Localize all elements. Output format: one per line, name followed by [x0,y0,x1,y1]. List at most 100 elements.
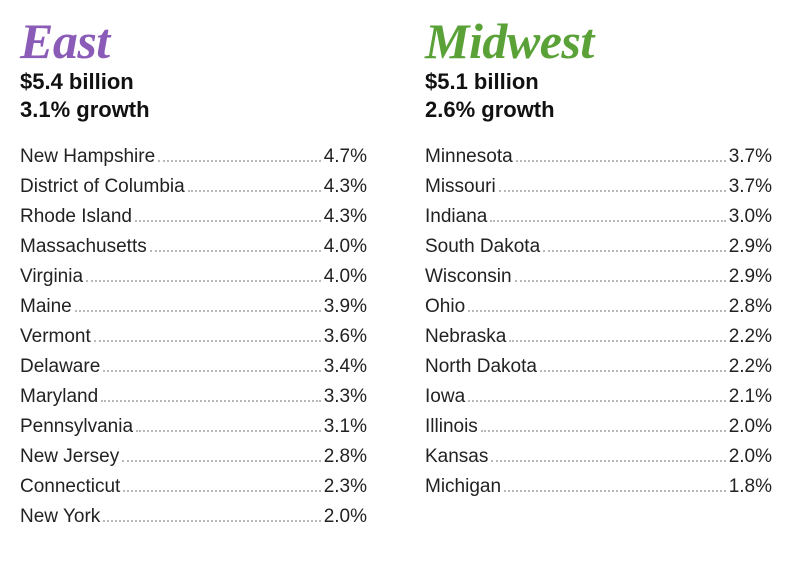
pct-value: 2.2% [729,357,772,376]
region-growth-east: 3.1% growth [20,96,367,124]
regions-container: East $5.4 billion 3.1% growth New Hampsh… [20,16,772,531]
table-row: Ohio 2.8% [425,291,772,321]
state-label: Maryland [20,387,98,406]
dot-leader [103,520,320,522]
dot-leader [103,370,320,372]
table-row: Kansas2.0% [425,441,772,471]
region-growth-midwest: 2.6% growth [425,96,772,124]
dot-leader [75,310,321,312]
pct-value: 2.1% [729,387,772,406]
region-midwest: Midwest $5.1 billion 2.6% growth Minneso… [425,16,772,531]
state-label: Iowa [425,387,465,406]
pct-value: 3.7% [729,147,772,166]
pct-value: 4.7% [324,147,367,166]
region-rows-midwest: Minnesota 3.7% Missouri 3.7% Indiana 3.0% Sout… [425,141,772,501]
table-row: Maine 3.9% [20,291,367,321]
pct-value: 2.2% [729,327,772,346]
state-label: Virginia [20,267,83,286]
pct-value: 3.3% [324,387,367,406]
region-title-midwest: Midwest [425,16,772,66]
table-row: Minnesota 3.7% [425,141,772,171]
table-row: Michigan 1.8% [425,471,772,501]
state-label: Illinois [425,417,478,436]
state-label: New York [20,507,100,526]
pct-value: 3.0% [729,207,772,226]
table-row: Missouri 3.7% [425,171,772,201]
dot-leader [135,220,321,222]
table-row: Pennsylvania 3.1% [20,411,367,441]
state-label: North Dakota [425,357,537,376]
state-label: Indiana [425,207,487,226]
table-row: Connecticut 2.3% [20,471,367,501]
state-label: District of Columbia [20,177,185,196]
dot-leader [515,280,726,282]
pct-value: 2.0% [729,417,772,436]
pct-value: 3.9% [324,297,367,316]
region-east: East $5.4 billion 3.1% growth New Hampsh… [20,16,367,531]
table-row: Maryland 3.3% [20,381,367,411]
pct-value: 3.7% [729,177,772,196]
table-row: Iowa 2.1% [425,381,772,411]
pct-value: 3.4% [324,357,367,376]
pct-value: 2.3% [324,477,367,496]
dot-leader [188,190,321,192]
table-row: Rhode Island 4.3% [20,201,367,231]
table-row: North Dakota 2.2% [425,351,772,381]
state-label: Massachusetts [20,237,147,256]
dot-leader [481,430,726,432]
pct-value: 2.8% [324,447,367,466]
pct-value: 4.3% [324,207,367,226]
state-label: Rhode Island [20,207,132,226]
table-row: South Dakota 2.9% [425,231,772,261]
state-label: Michigan [425,477,501,496]
dot-leader [499,190,726,192]
dot-leader [136,430,321,432]
state-label: Missouri [425,177,496,196]
table-row: Indiana 3.0% [425,201,772,231]
state-label: Ohio [425,297,465,316]
state-label: Minnesota [425,147,513,166]
dot-leader [468,310,726,312]
state-label: New Jersey [20,447,119,466]
table-row: Nebraska 2.2% [425,321,772,351]
pct-value: 4.3% [324,177,367,196]
table-row: Vermont3.6% [20,321,367,351]
pct-value: 1.8% [729,477,772,496]
table-row: New York 2.0% [20,501,367,531]
pct-value: 3.1% [324,417,367,436]
state-label: Pennsylvania [20,417,133,436]
region-total-east: $5.4 billion [20,68,367,96]
state-label: Kansas [425,447,488,466]
dot-leader [543,250,726,252]
pct-value: 2.9% [729,267,772,286]
table-row: Virginia 4.0% [20,261,367,291]
pct-value: 2.0% [324,507,367,526]
table-row: Delaware3.4% [20,351,367,381]
dot-leader [509,340,725,342]
dot-leader [150,250,321,252]
dot-leader [158,160,321,162]
pct-value: 4.0% [324,267,367,286]
pct-value: 2.8% [729,297,772,316]
table-row: Illinois 2.0% [425,411,772,441]
state-label: Maine [20,297,72,316]
dot-leader [94,340,321,342]
table-row: New Hampshire 4.7% [20,141,367,171]
dot-leader [122,460,320,462]
pct-value: 2.9% [729,237,772,256]
dot-leader [101,400,321,402]
dot-leader [468,400,726,402]
state-label: Nebraska [425,327,506,346]
state-label: New Hampshire [20,147,155,166]
dot-leader [504,490,726,492]
dot-leader [540,370,726,372]
table-row: Massachusetts 4.0% [20,231,367,261]
pct-value: 4.0% [324,237,367,256]
dot-leader [86,280,321,282]
table-row: Wisconsin 2.9% [425,261,772,291]
region-total-midwest: $5.1 billion [425,68,772,96]
state-label: Connecticut [20,477,120,496]
region-title-east: East [20,16,367,66]
state-label: South Dakota [425,237,540,256]
state-label: Wisconsin [425,267,512,286]
